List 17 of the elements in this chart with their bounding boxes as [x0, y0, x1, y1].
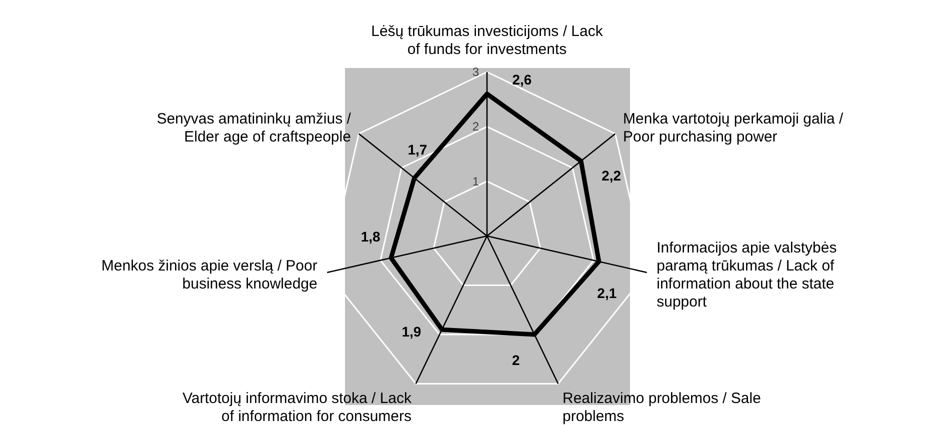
data-label: 1,8: [360, 228, 381, 245]
data-label: 1,9: [402, 324, 422, 340]
data-label: 2,2: [602, 167, 622, 184]
data-label: 2: [512, 352, 520, 368]
spoke-label: Realizavimo problemos / Sale problems: [562, 390, 761, 425]
y-tick-label: 2: [472, 120, 480, 134]
data-label: 2,1: [597, 285, 617, 302]
spoke-label: Lėšų trūkumas investicijoms / Lack of funds for investments: [371, 23, 604, 58]
data-label: 1,7: [408, 142, 428, 158]
spoke-label: Menkos žinios apie verslą / Poor business knowledge: [101, 258, 318, 293]
spoke-label: Senyvas amatininkų amžius / Elder age of craftspeople: [156, 110, 352, 146]
data-label: 2,6: [512, 72, 532, 88]
spoke-label: Vartotojų informavimo stoka / Lack of information for consumers: [182, 390, 412, 425]
spoke-label: Informacijos apie valstybės paramą trūkumas / Lack of information about the state support: [656, 240, 837, 311]
y-tick-label: 3: [472, 65, 480, 79]
spoke-label: Menka vartotojų perkamoji galia / Poor purchasing power: [623, 110, 844, 146]
y-tick-label: 1: [472, 174, 480, 188]
